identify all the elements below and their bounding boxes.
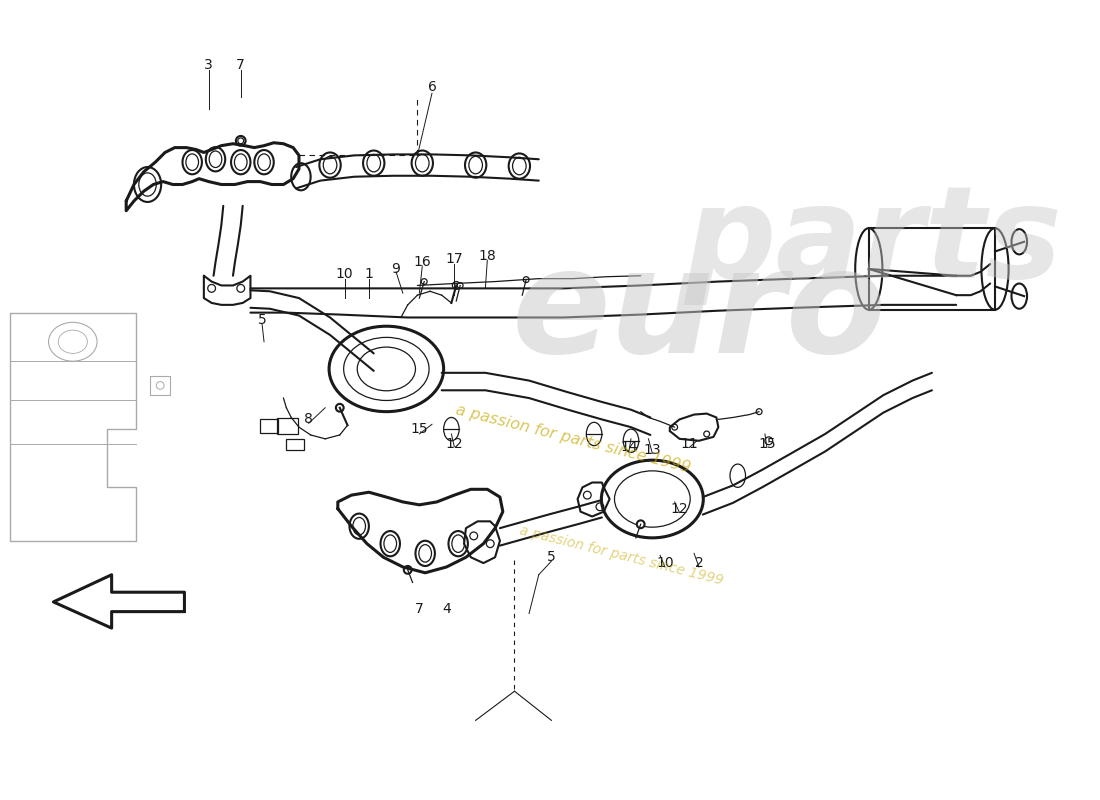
Text: 17: 17	[446, 252, 463, 266]
Bar	[277, 418, 298, 434]
Bar	[869, 228, 996, 310]
Circle shape	[404, 566, 411, 574]
Circle shape	[637, 520, 645, 528]
Text: 6: 6	[428, 81, 437, 94]
Text: 5: 5	[547, 550, 556, 564]
Text: 3: 3	[205, 58, 213, 72]
Text: 12: 12	[446, 437, 463, 450]
Circle shape	[336, 404, 343, 412]
Text: a passion for parts since 1999: a passion for parts since 1999	[453, 402, 692, 475]
Circle shape	[238, 138, 244, 144]
Text: 15: 15	[410, 422, 428, 436]
Text: 11: 11	[680, 437, 698, 450]
Circle shape	[421, 278, 427, 285]
Text: 7: 7	[236, 58, 245, 72]
Circle shape	[524, 277, 529, 282]
Text: euro: euro	[512, 242, 887, 383]
Text: a passion for parts since 1999: a passion for parts since 1999	[518, 523, 725, 587]
Text: 15: 15	[758, 437, 776, 450]
Circle shape	[756, 409, 762, 414]
Text: 10: 10	[336, 267, 353, 281]
Bar	[286, 439, 304, 450]
Text: 4: 4	[442, 602, 451, 616]
Text: 12: 12	[671, 502, 689, 516]
Text: 10: 10	[656, 556, 674, 570]
Text: 7: 7	[415, 602, 424, 616]
Text: 8: 8	[305, 413, 314, 426]
Circle shape	[458, 282, 463, 288]
Text: 5: 5	[257, 314, 266, 327]
Text: parts: parts	[684, 180, 1063, 306]
Text: 2: 2	[694, 556, 703, 570]
Bar	[261, 419, 277, 433]
Text: 16: 16	[414, 255, 431, 269]
Text: 9: 9	[392, 262, 400, 276]
Text: 18: 18	[478, 250, 496, 263]
Circle shape	[452, 282, 460, 290]
Text: 14: 14	[620, 439, 638, 454]
Text: 1: 1	[364, 267, 373, 281]
Text: 13: 13	[644, 443, 661, 458]
